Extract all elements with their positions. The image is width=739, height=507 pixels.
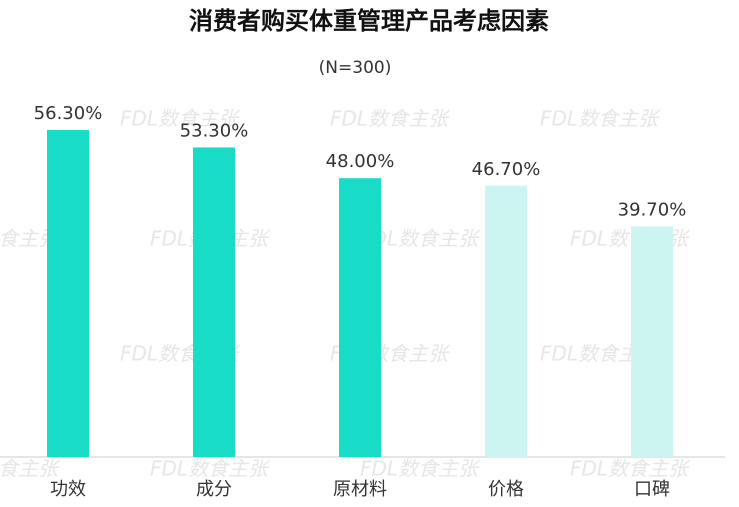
- watermark: FDL数食主张: [360, 457, 481, 481]
- bar: [631, 226, 673, 457]
- bar: [193, 147, 235, 458]
- watermark: FDL数食主张: [120, 107, 241, 131]
- chart-subtitle: (N=300): [319, 58, 392, 78]
- watermark: FDL数食主张: [540, 107, 661, 131]
- value-label: 48.00%: [326, 151, 395, 172]
- value-label: 39.70%: [618, 199, 687, 220]
- watermark: FDL数食主张: [330, 107, 451, 131]
- bar: [485, 185, 527, 458]
- value-label: 53.30%: [180, 120, 249, 141]
- value-label: 46.70%: [472, 159, 541, 180]
- value-label: 56.30%: [34, 103, 103, 124]
- watermark: FDL数食主张: [150, 457, 271, 481]
- bar: [47, 130, 89, 457]
- watermark: FDL数食主张: [0, 457, 61, 481]
- x-tick-label: 成分: [196, 479, 232, 500]
- chart-title: 消费者购买体重管理产品考虑因素: [189, 7, 549, 35]
- x-tick-label: 价格: [488, 479, 524, 500]
- bar: [339, 178, 381, 457]
- x-tick-label: 原材料: [333, 479, 387, 500]
- x-tick-label: 功效: [50, 479, 86, 500]
- watermark: FDL数食主张: [570, 457, 691, 481]
- x-tick-label: 口碑: [634, 479, 670, 500]
